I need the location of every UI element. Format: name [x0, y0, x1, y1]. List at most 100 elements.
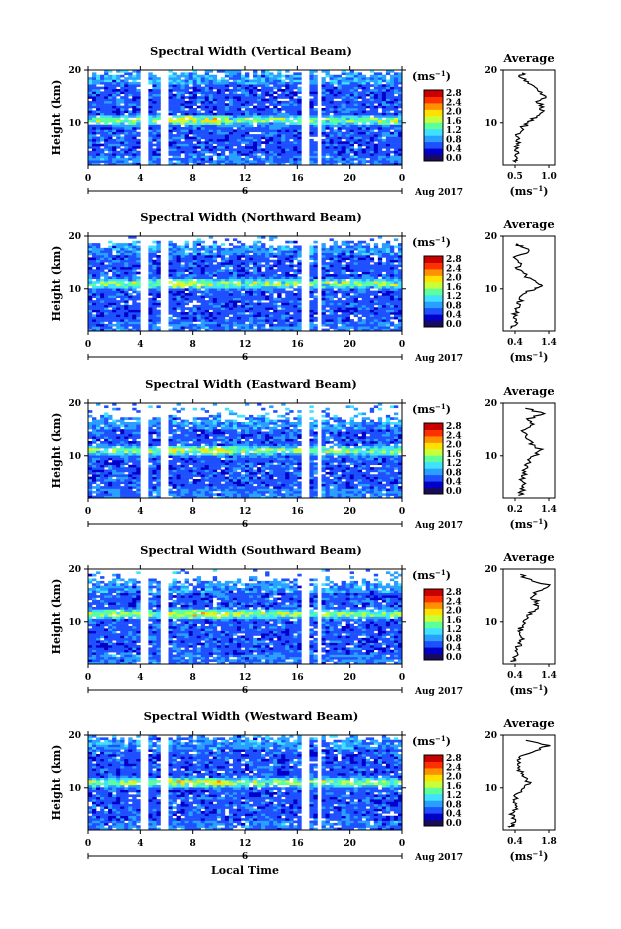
- heatmap-cell: [389, 262, 395, 265]
- heatmap-cell: [108, 319, 113, 322]
- heatmap-cell: [325, 285, 330, 289]
- heatmap-cell: [152, 155, 157, 159]
- heatmap-cell: [281, 84, 286, 87]
- heatmap-cell: [96, 252, 101, 256]
- heatmap-cell: [192, 269, 197, 272]
- heatmap-cell: [200, 129, 206, 133]
- heatmap-cell: [128, 129, 133, 133]
- heatmap-cell: [152, 91, 157, 95]
- heatmap-cell: [152, 103, 157, 106]
- heatmap-cell: [116, 247, 121, 251]
- heatmap-cell: [381, 146, 387, 149]
- heatmap-cell: [373, 148, 379, 152]
- heatmap-cell: [168, 91, 173, 95]
- heatmap-cell: [96, 91, 101, 95]
- heatmap-cell: [277, 304, 282, 308]
- heatmap-cell: [172, 302, 177, 306]
- heatmap-cell: [289, 74, 294, 78]
- heatmap-cell: [337, 129, 342, 133]
- heatmap-cell: [333, 290, 338, 294]
- heatmap-cell: [220, 91, 226, 95]
- heatmap-cell: [116, 269, 121, 272]
- heatmap-cell: [265, 129, 270, 133]
- heatmap-cell: [357, 264, 363, 268]
- heatmap-cell: [349, 266, 354, 270]
- heatmap-cell: [289, 266, 294, 270]
- heatmap-cell: [265, 314, 270, 318]
- heatmap-cell: [212, 257, 218, 261]
- heatmap-cell: [136, 91, 141, 95]
- heatmap-cell: [152, 307, 157, 310]
- heatmap-cell: [261, 271, 266, 275]
- heatmap-cell: [257, 162, 262, 166]
- heatmap-cell: [200, 309, 206, 313]
- heatmap-cell: [377, 285, 383, 289]
- heatmap-cell: [337, 153, 342, 156]
- heatmap-cell: [156, 290, 161, 294]
- heatmap-cell: [188, 276, 193, 280]
- heatmap-cell: [309, 276, 314, 280]
- heatmap-cell: [393, 150, 399, 154]
- heatmap-cell: [349, 155, 354, 159]
- heatmap-cell: [92, 300, 97, 303]
- heatmap-cell: [228, 153, 234, 156]
- heatmap-cell: [148, 281, 153, 284]
- heatmap-cell: [172, 127, 177, 130]
- heatmap-cell: [116, 122, 121, 125]
- heatmap-cell: [208, 91, 214, 95]
- heatmap-cell: [156, 243, 161, 246]
- heatmap-cell: [152, 129, 157, 133]
- heatmap-cell: [381, 131, 387, 135]
- heatmap-cell: [96, 100, 101, 104]
- heatmap-cell: [200, 74, 206, 78]
- heatmap-cell: [309, 266, 314, 270]
- heatmap-cell: [313, 290, 318, 294]
- heatmap-cell: [148, 117, 153, 121]
- heatmap-cell: [253, 274, 258, 277]
- heatmap-cell: [212, 74, 218, 78]
- heatmap-cell: [261, 127, 266, 130]
- heatmap-cell: [96, 276, 101, 280]
- heatmap-cell: [196, 146, 202, 149]
- heatmap-cell: [349, 297, 354, 301]
- heatmap-cell: [349, 278, 354, 282]
- heatmap-cell: [297, 271, 302, 275]
- colorbar-segment: [424, 90, 443, 97]
- heatmap-cell: [249, 162, 254, 166]
- heatmap-cell: [277, 112, 282, 116]
- heatmap-cell: [261, 81, 266, 85]
- heatmap-cell: [196, 250, 202, 253]
- heatmap-cell: [373, 252, 379, 256]
- heatmap-cell: [120, 293, 125, 296]
- heatmap-cell: [309, 93, 314, 97]
- heatmap-cell: [228, 160, 234, 163]
- heatmap-cell: [236, 300, 242, 303]
- heatmap-cell: [345, 150, 350, 154]
- heatmap-cell: [132, 243, 137, 246]
- heatmap-cell: [313, 143, 318, 147]
- heatmap-cell: [216, 255, 222, 258]
- heatmap-cell: [192, 276, 197, 280]
- heatmap-cell: [216, 264, 222, 268]
- heatmap-cell: [148, 91, 153, 95]
- heatmap-cell: [385, 328, 391, 332]
- heatmap-cell: [265, 255, 270, 258]
- heatmap-cell: [341, 319, 346, 322]
- heatmap-cell: [345, 103, 350, 106]
- heatmap-cell: [381, 302, 387, 306]
- heatmap-cell: [128, 122, 133, 125]
- heatmap-cell: [108, 309, 113, 313]
- heatmap-cell: [192, 304, 197, 308]
- heatmap-cell: [176, 288, 181, 291]
- heatmap-cell: [224, 290, 230, 294]
- heatmap-cell: [116, 326, 121, 329]
- heatmap-cell: [333, 86, 338, 90]
- heatmap-cell: [257, 110, 262, 114]
- heatmap-cell: [309, 257, 314, 261]
- heatmap-cell: [349, 79, 354, 83]
- heatmap-cell: [220, 131, 226, 135]
- heatmap-cell: [261, 328, 266, 332]
- heatmap-cell: [329, 93, 334, 97]
- heatmap-cell: [236, 81, 242, 85]
- heatmap-cell: [188, 110, 193, 114]
